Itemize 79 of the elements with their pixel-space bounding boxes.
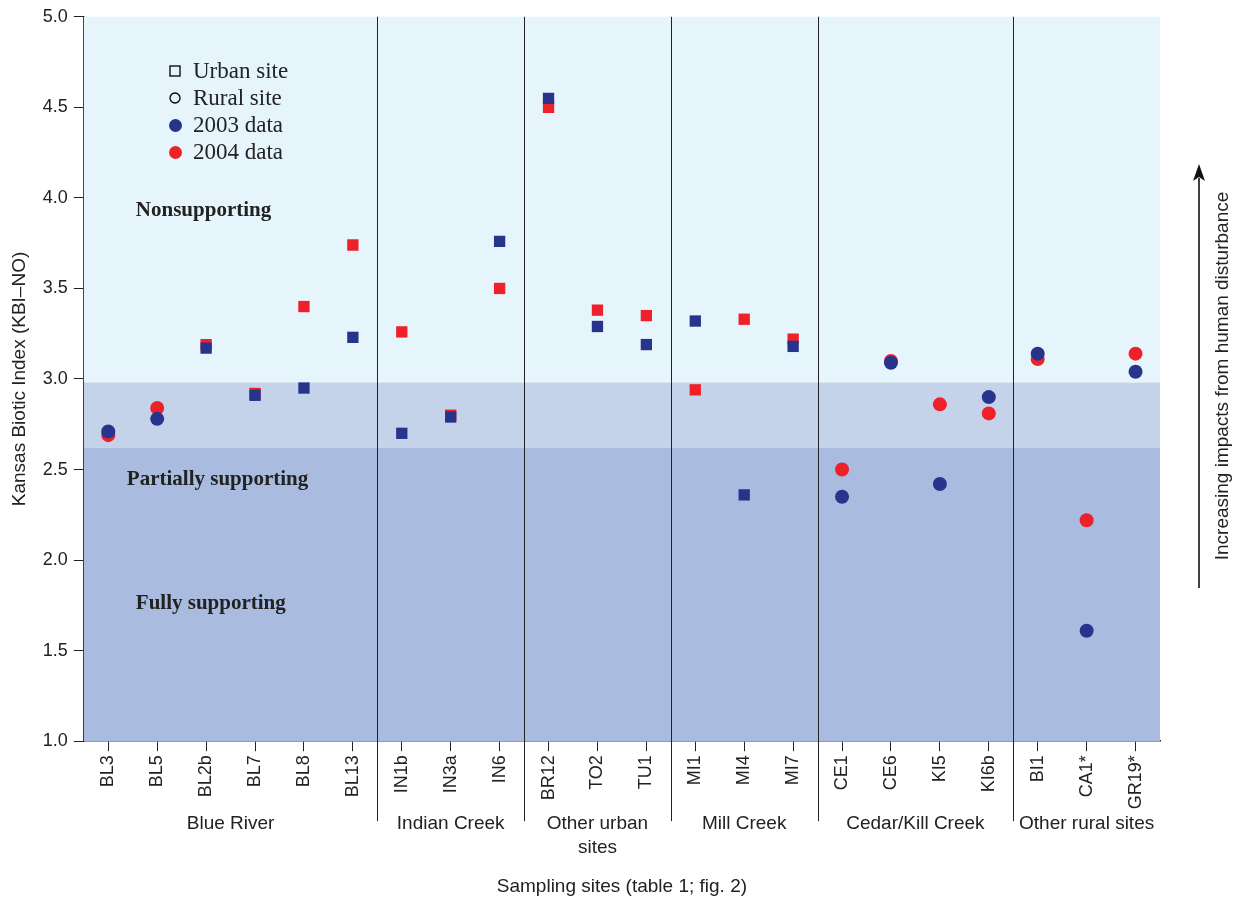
- point: [932, 477, 947, 492]
- point: [542, 92, 555, 104]
- x-axis-title: Sampling sites (table 1; fig. 2): [496, 874, 748, 896]
- point: [347, 239, 359, 251]
- text: Blue River: [186, 812, 276, 834]
- x-tick-label: IN1b: [390, 755, 411, 794]
- band-label: Partially supporting: [126, 466, 309, 491]
- x-tick-label: CE6: [879, 755, 900, 791]
- point: [1079, 623, 1094, 638]
- point: [591, 304, 604, 316]
- point: [640, 309, 653, 322]
- point: [493, 282, 506, 295]
- x-tick-label: GR19*: [1124, 755, 1145, 810]
- point: [932, 397, 947, 412]
- x-tick-label: KI5: [928, 755, 949, 783]
- y-tick-label: 3.0: [42, 367, 68, 388]
- point: [738, 313, 750, 325]
- point: [981, 406, 996, 421]
- y-tick-label: 4.0: [42, 186, 68, 207]
- text: Other rural sites: [1019, 812, 1155, 834]
- x-tick-label: MI7: [782, 755, 803, 786]
- x-tick-label: TU1: [635, 755, 656, 790]
- point: [981, 390, 996, 405]
- x-tick-label: MI4: [733, 755, 754, 786]
- point: [298, 382, 310, 394]
- point: [150, 411, 165, 426]
- point: [787, 340, 799, 353]
- y-tick-label: 3.5: [42, 277, 68, 298]
- y-axis-title: Kansas Biotic Index (KBI–NO): [7, 251, 29, 507]
- y-tick-label: 1.5: [42, 639, 68, 660]
- x-tick-label: BL3: [97, 755, 118, 788]
- point: [835, 462, 850, 477]
- x-tick-label: CA1*: [1075, 755, 1096, 798]
- x-tick-label: BL13: [341, 755, 362, 798]
- point: [1128, 364, 1143, 379]
- x-tick-label: BL5: [146, 755, 167, 788]
- y-tick-label: 5.0: [42, 5, 68, 26]
- x-tick-label: BL8: [292, 755, 313, 788]
- band-label: Fully supporting: [135, 589, 287, 614]
- y-tick-label: 2.5: [42, 458, 68, 479]
- legend-label: 2004 data: [193, 138, 284, 165]
- point: [591, 320, 604, 333]
- text: Increasing impacts from human disturbance: [1211, 191, 1233, 561]
- point: [396, 427, 408, 439]
- annotation: Rural site: [193, 84, 282, 111]
- x-tick-label: KI6b: [977, 755, 998, 793]
- point: [1079, 513, 1094, 528]
- point: [347, 331, 359, 343]
- point: [396, 326, 408, 338]
- text: Indian Creek: [396, 812, 506, 834]
- point: [493, 235, 506, 248]
- x-tick-label: BL7: [244, 755, 264, 788]
- x-tick-label: BI1: [1026, 755, 1047, 783]
- point: [689, 384, 701, 396]
- point: [640, 338, 653, 351]
- point: [298, 300, 310, 313]
- point: [200, 342, 212, 354]
- y-tick-label: 1.0: [42, 730, 68, 751]
- y-tick-label: 2.0: [42, 549, 68, 570]
- x-tick-label: TO2: [586, 755, 607, 790]
- point: [738, 489, 750, 501]
- text: Cedar/Kill Creek: [846, 812, 986, 834]
- band-label: Nonsupporting: [135, 197, 272, 222]
- x-tick-label: IN6: [488, 755, 509, 784]
- text: Mill Creek: [701, 812, 787, 834]
- x-tick-label: CE1: [831, 755, 852, 791]
- legend-label: 2003 data: [193, 111, 284, 138]
- annotation: Urban site: [193, 57, 289, 84]
- x-tick-label: IN3a: [439, 754, 460, 794]
- x-tick-label: BR12: [537, 755, 558, 801]
- x-tick-label: MI1: [684, 755, 705, 786]
- point: [1030, 346, 1045, 361]
- point: [1128, 346, 1143, 361]
- point: [689, 315, 701, 327]
- y-tick-label: 4.5: [42, 96, 68, 117]
- point: [101, 424, 116, 439]
- point: [835, 489, 850, 504]
- text: Other urban sites: [546, 812, 649, 858]
- x-tick-label: BL2b: [195, 755, 216, 798]
